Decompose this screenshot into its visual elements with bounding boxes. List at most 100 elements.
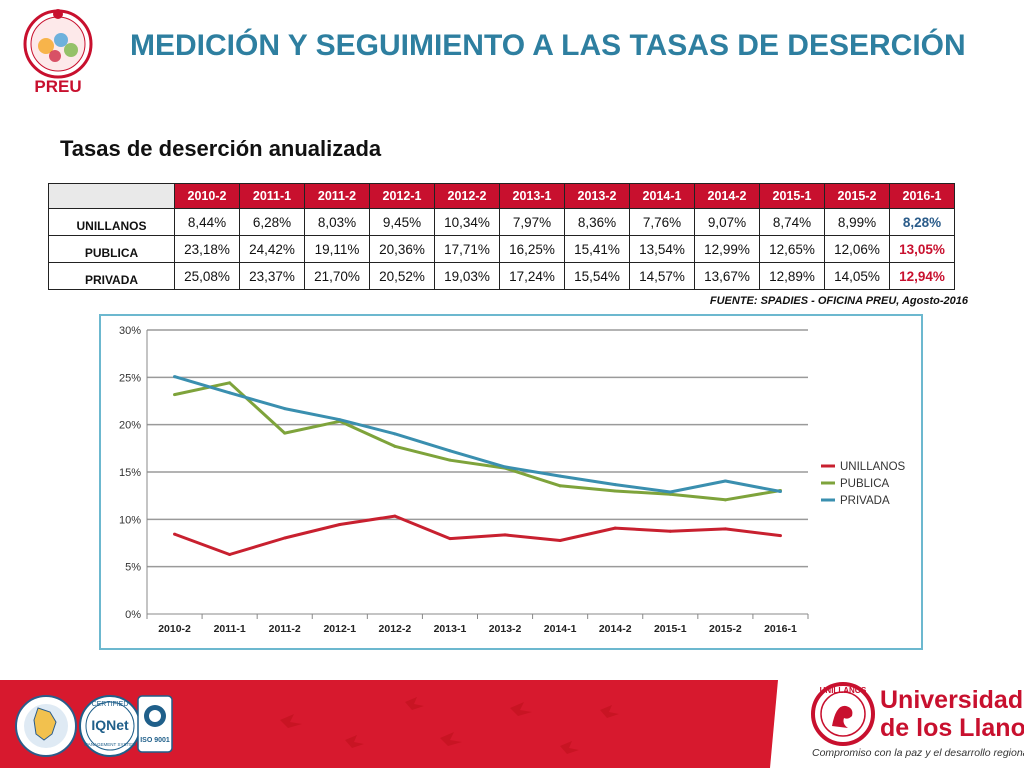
legend-label: PRIVADA xyxy=(840,495,890,507)
data-point-unillanos xyxy=(503,533,507,537)
preu-logo-text: PREU xyxy=(34,77,81,96)
data-point-privada xyxy=(338,418,342,422)
table-cell: 12,06% xyxy=(824,235,890,263)
y-tick-label: 20% xyxy=(119,420,141,432)
table-cell: 17,24% xyxy=(499,262,565,290)
bird-decoration xyxy=(280,697,619,754)
university-tagline: Compromiso con la paz y el desarrollo re… xyxy=(812,747,1024,759)
data-point-unillanos xyxy=(228,553,232,557)
table-cell-latest: 12,94% xyxy=(889,262,955,290)
table-row: PUBLICA 23,18% 24,42% 19,11% 20,36% 17,7… xyxy=(48,235,955,263)
data-point-privada xyxy=(558,474,562,478)
table-cell: 14,05% xyxy=(824,262,890,290)
table-cell: 6,28% xyxy=(239,208,305,236)
series-line-publica xyxy=(174,381,781,502)
iqnet-cert-badge: CERTIFIED IQNet MANAGEMENT SYSTEM xyxy=(79,695,141,757)
data-point-privada xyxy=(503,465,507,469)
data-point-privada xyxy=(723,479,727,483)
row-label: PUBLICA xyxy=(48,235,175,263)
data-point-privada xyxy=(613,483,617,487)
table-cell: 25,08% xyxy=(174,262,240,290)
period-header: 2011-2 xyxy=(304,183,370,209)
y-tick-label: 30% xyxy=(119,325,141,337)
table-cell: 15,54% xyxy=(564,262,630,290)
x-tick-label: 2013-2 xyxy=(489,623,522,635)
x-tick-label: 2014-2 xyxy=(599,623,632,635)
table-cell: 19,11% xyxy=(304,235,370,263)
table-cell: 13,54% xyxy=(629,235,695,263)
data-point-unillanos xyxy=(338,523,342,527)
period-header: 2010-2 xyxy=(174,183,240,209)
x-tick-label: 2011-2 xyxy=(269,623,301,635)
iqnet-label: IQNet xyxy=(91,717,129,733)
data-point-unillanos xyxy=(283,536,287,540)
table-cell: 17,71% xyxy=(434,235,500,263)
data-point-unillanos xyxy=(613,526,617,530)
table-cell: 8,36% xyxy=(564,208,630,236)
data-point-publica xyxy=(173,393,177,397)
y-tick-label: 15% xyxy=(119,467,141,479)
data-point-privada xyxy=(668,490,672,494)
table-cell: 7,97% xyxy=(499,208,565,236)
table-cell: 8,44% xyxy=(174,208,240,236)
x-tick-label: 2013-1 xyxy=(434,623,467,635)
period-header: 2016-1 xyxy=(889,183,955,209)
period-header: 2012-2 xyxy=(434,183,500,209)
university-name-line1: Universidad xyxy=(880,686,1023,714)
iqnet-ring-text: CERTIFIED xyxy=(92,701,129,708)
period-header: 2012-1 xyxy=(369,183,435,209)
data-point-privada xyxy=(173,375,177,379)
table-cell: 12,89% xyxy=(759,262,825,290)
table-cell-latest: 8,28% xyxy=(889,208,955,236)
data-point-unillanos xyxy=(173,532,177,536)
data-point-unillanos xyxy=(448,537,452,541)
period-header: 2013-2 xyxy=(564,183,630,209)
table-cell: 20,36% xyxy=(369,235,435,263)
data-point-privada xyxy=(283,407,287,411)
table-header-row: 2010-2 2011-1 2011-2 2012-1 2012-2 2013-… xyxy=(48,183,955,209)
iqnet-sub: MANAGEMENT SYSTEM xyxy=(84,742,136,747)
data-point-publica xyxy=(283,431,287,435)
table-cell: 8,99% xyxy=(824,208,890,236)
row-label: PRIVADA xyxy=(48,262,175,290)
table-cell: 14,57% xyxy=(629,262,695,290)
x-tick-label: 2015-1 xyxy=(654,623,687,635)
data-point-publica xyxy=(723,498,727,502)
data-point-privada xyxy=(393,432,397,436)
period-header: 2011-1 xyxy=(239,183,305,209)
table-cell: 21,70% xyxy=(304,262,370,290)
x-tick-label: 2015-2 xyxy=(709,623,742,635)
y-tick-label: 5% xyxy=(125,562,141,574)
iso-cert-badge: ISO 9001 xyxy=(137,695,173,753)
table-row: PRIVADA 25,08% 23,37% 21,70% 20,52% 19,0… xyxy=(48,262,955,290)
legend-label: PUBLICA xyxy=(840,478,890,490)
data-point-unillanos xyxy=(558,539,562,543)
table-cell: 9,45% xyxy=(369,208,435,236)
x-tick-label: 2010-2 xyxy=(158,623,191,635)
dropout-rates-table: 2010-2 2011-1 2011-2 2012-1 2012-2 2013-… xyxy=(48,183,955,290)
y-tick-label: 0% xyxy=(125,609,141,621)
table-cell: 15,41% xyxy=(564,235,630,263)
table-cell-latest: 13,05% xyxy=(889,235,955,263)
series-line-unillanos xyxy=(173,514,781,556)
table-cell: 8,03% xyxy=(304,208,370,236)
data-point-unillanos xyxy=(723,527,727,531)
table-corner-cell xyxy=(48,183,175,209)
university-name-line2: de los Llanos xyxy=(880,714,1024,742)
table-cell: 20,52% xyxy=(369,262,435,290)
period-header: 2015-1 xyxy=(759,183,825,209)
meta-emblem xyxy=(15,695,77,757)
data-source-note: FUENTE: SPADIES - OFICINA PREU, Agosto-2… xyxy=(709,295,968,307)
table-cell: 8,74% xyxy=(759,208,825,236)
table-cell: 13,67% xyxy=(694,262,760,290)
table-cell: 9,07% xyxy=(694,208,760,236)
seal-text: UNILLANOS xyxy=(820,686,867,695)
x-tick-label: 2014-1 xyxy=(544,623,577,635)
table-cell: 7,76% xyxy=(629,208,695,236)
table-cell: 10,34% xyxy=(434,208,500,236)
series-line-privada xyxy=(174,375,781,494)
data-point-publica xyxy=(393,444,397,448)
section-subtitle: Tasas de deserción anualizada xyxy=(60,136,382,161)
y-tick-label: 25% xyxy=(119,372,141,384)
legend-label: UNILLANOS xyxy=(840,461,906,473)
